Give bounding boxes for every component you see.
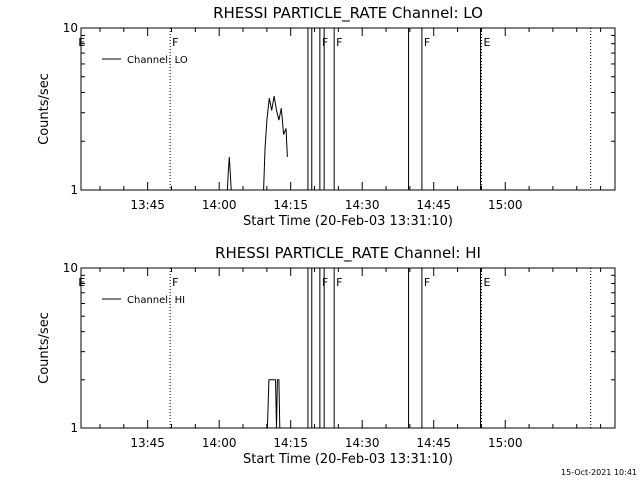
y-tick-label: 10: [63, 21, 78, 35]
flag-label: E: [484, 276, 491, 289]
flag-label: F: [424, 276, 430, 289]
hi-channel-panel: RHESSI PARTICLE_RATE Channel: HI 13:45 14:…: [37, 244, 616, 467]
y-tick-label: 1: [70, 183, 78, 197]
x-tick-label: 14:00: [202, 436, 237, 450]
x-tick-label: 15:00: [488, 198, 523, 212]
x-tick-label: 14:45: [416, 198, 451, 212]
flag-label: E: [484, 36, 491, 49]
footer-timestamp: 15-Oct-2021 10:41: [561, 468, 637, 477]
x-axis-label: Start Time (20-Feb-03 13:31:10): [243, 452, 453, 467]
legend-entry: Channel: LO: [127, 55, 188, 66]
flag-label: F: [336, 36, 342, 49]
x-tick-label: 15:00: [488, 436, 523, 450]
x-tick-label: 14:00: [202, 198, 237, 212]
chart-title: RHESSI PARTICLE_RATE Channel: LO: [213, 4, 483, 23]
x-tick-label: 14:30: [345, 198, 380, 212]
lo-channel-panel: RHESSI PARTICLE_RATE Channel: LO 13:45 14:…: [37, 4, 616, 229]
flag-label: E: [78, 36, 85, 49]
plot-frame: [80, 27, 616, 191]
flag-label: E: [78, 276, 85, 289]
y-axis-label: Counts/sec: [37, 73, 52, 145]
x-tick-label: 14:45: [416, 436, 451, 450]
x-tick-label: 14:15: [273, 436, 308, 450]
legend-entry: Channel: HI: [127, 295, 185, 306]
flag-label: F: [172, 36, 178, 49]
series-line: [266, 379, 282, 429]
x-axis-label: Start Time (20-Feb-03 13:31:10): [243, 214, 453, 229]
chart-title: RHESSI PARTICLE_RATE Channel: HI: [215, 244, 481, 263]
x-tick-label: 13:45: [130, 436, 165, 450]
x-tick-label: 13:45: [130, 198, 165, 212]
flag-label: F: [424, 36, 430, 49]
flag-label: F: [322, 36, 328, 49]
flag-label: F: [336, 276, 342, 289]
flag-label: F: [322, 276, 328, 289]
series-line: [226, 96, 288, 191]
x-tick-label: 14:30: [345, 436, 380, 450]
flag-label: F: [172, 276, 178, 289]
y-axis-label: Counts/sec: [37, 312, 52, 384]
plot-frame: [80, 267, 616, 429]
y-tick-label: 1: [70, 421, 78, 435]
y-tick-label: 10: [63, 261, 78, 275]
x-tick-label: 14:15: [273, 198, 308, 212]
